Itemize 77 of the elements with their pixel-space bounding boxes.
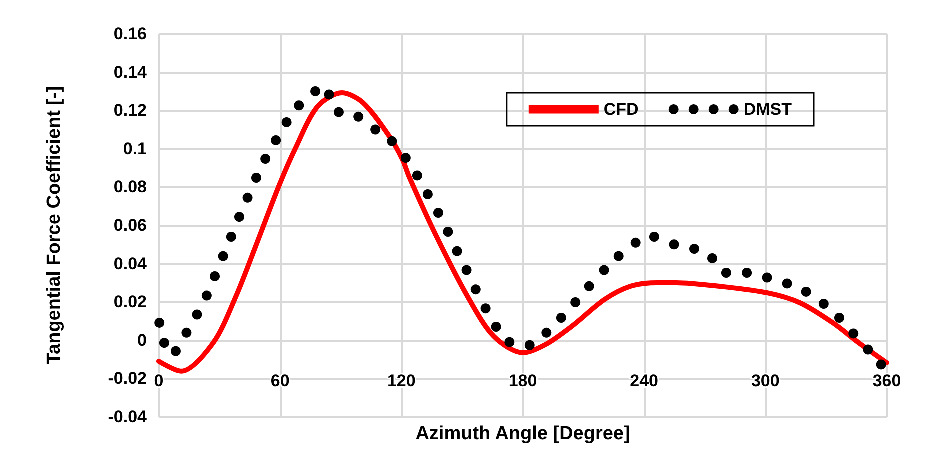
point [443, 227, 454, 238]
point [556, 312, 566, 323]
x-axis-title: Azimuth Angle [Degree] [416, 423, 630, 444]
point [202, 290, 212, 301]
x-tick-label: 360 [872, 371, 902, 390]
point [462, 265, 472, 276]
point [863, 344, 874, 355]
point [354, 112, 364, 122]
y-tick-label: 0.04 [114, 254, 148, 274]
point [226, 232, 236, 242]
legend-label: DMST [744, 100, 793, 119]
point [649, 232, 660, 242]
legend-label: CFD [604, 100, 639, 119]
point [400, 153, 411, 164]
point [542, 328, 552, 338]
point [570, 297, 581, 308]
point [818, 299, 829, 310]
point [334, 107, 344, 118]
point [504, 337, 515, 348]
point [159, 338, 170, 348]
point [470, 284, 481, 295]
point [170, 346, 181, 356]
point [234, 212, 244, 222]
point [782, 278, 792, 289]
y-tick-label: 0 [138, 330, 147, 350]
point [480, 304, 491, 314]
point [251, 173, 262, 184]
point [218, 251, 228, 262]
point [876, 360, 886, 370]
point [422, 189, 433, 200]
point [801, 286, 812, 297]
y-tick-label: 0.1 [123, 139, 147, 158]
y-tick-label: -0.04 [108, 408, 148, 426]
point [433, 208, 444, 218]
point [271, 135, 282, 146]
point [524, 340, 535, 350]
point [387, 136, 398, 146]
point [762, 272, 772, 283]
y-tick-label: 0.16 [114, 24, 147, 44]
point [192, 310, 202, 320]
point [260, 154, 271, 164]
point [689, 244, 700, 254]
x-tick-label: 0 [154, 371, 164, 390]
point [742, 268, 752, 278]
point [834, 312, 844, 323]
x-tick-label: 300 [751, 371, 780, 390]
x-tick-label: 120 [387, 371, 416, 390]
x-tick-label: 180 [508, 371, 538, 390]
y-tick-label: 0.06 [114, 216, 147, 235]
point [324, 90, 334, 100]
point [282, 117, 292, 128]
point [630, 238, 641, 248]
x-tick-label: 60 [270, 371, 290, 390]
point [452, 246, 462, 256]
point [310, 86, 321, 96]
point [182, 328, 192, 338]
y-tick-label: 0.14 [114, 62, 148, 82]
point [721, 268, 732, 278]
point [412, 170, 422, 181]
point [669, 240, 680, 250]
point [491, 322, 502, 332]
point [242, 192, 253, 203]
y-axis-title: Tangential Force Coefficient [-] [44, 86, 65, 365]
y-tick-label: 0.08 [114, 178, 147, 197]
point [154, 318, 165, 328]
point [584, 281, 594, 292]
point [707, 253, 718, 264]
x-tick-label: 240 [630, 371, 659, 390]
point [614, 251, 624, 262]
point [294, 100, 304, 111]
y-tick-label: 0.12 [114, 101, 147, 120]
y-tick-label: -0.02 [108, 369, 147, 388]
y-tick-label: 0.02 [114, 292, 147, 312]
point [370, 124, 381, 135]
point [848, 328, 859, 339]
point [599, 265, 610, 276]
point [210, 271, 220, 282]
